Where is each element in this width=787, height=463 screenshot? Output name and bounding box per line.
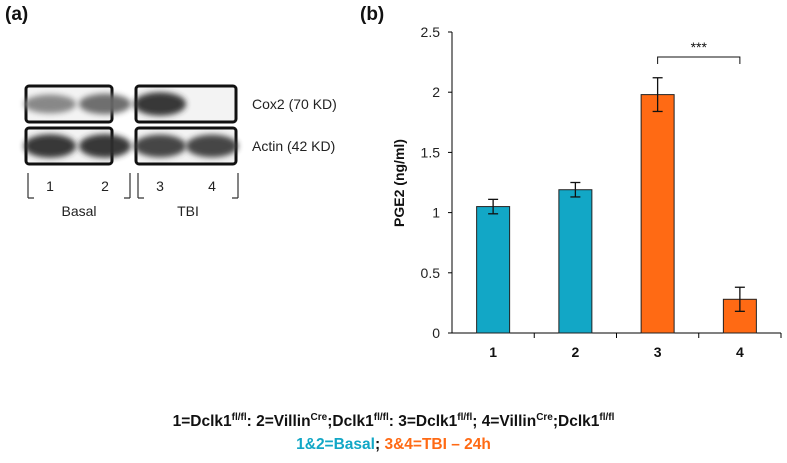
- line1-part: fl/fl: [231, 412, 247, 423]
- x-tick-label-2: 2: [571, 344, 579, 360]
- group-label: TBI: [177, 203, 199, 219]
- lane-label: 4: [208, 178, 216, 194]
- panel-a-label: (a): [5, 4, 29, 25]
- y-tick-label: 2: [432, 84, 440, 100]
- line1-part: : 3=Dclk1: [388, 413, 458, 431]
- group-bracket: [137, 173, 239, 199]
- lane-label: 2: [101, 178, 109, 194]
- band-label: Actin (42 KD): [252, 138, 335, 154]
- pge2-bar-chart: 0 0.5 1 1.5 2 2.5 PGE2 (ng/ml) 1 2 3 4 ***: [391, 24, 782, 360]
- bar-1: [476, 206, 511, 334]
- panel-b-label: (b): [360, 4, 385, 25]
- line1-part: fl/fl: [599, 412, 615, 423]
- bar-2: [558, 189, 593, 334]
- y-tick-label: 1: [432, 205, 440, 221]
- line1-part: ; 4=Villin: [472, 413, 537, 431]
- group-label: Basal: [61, 203, 96, 219]
- line2-part: ;: [374, 436, 385, 453]
- line1-part: fl/fl: [457, 412, 473, 423]
- band-0-lane-3: [134, 92, 186, 116]
- x-tick-label-3: 3: [654, 344, 662, 360]
- genotype-legend: 1=Dclk1fl/fl: 2=VillinCre;Dclk1fl/fl: 3=…: [0, 412, 787, 431]
- line2-part: 3&4=TBI – 24h: [384, 436, 491, 453]
- bar-3: [640, 94, 675, 334]
- band-0-lane-2: [79, 93, 131, 115]
- band-1-lane-1: [24, 134, 76, 158]
- y-tick-label: 0.5: [421, 265, 441, 281]
- x-tick-label-1: 1: [489, 344, 497, 360]
- significance-bracket: [657, 56, 741, 64]
- line1-part: ;Dclk1: [552, 413, 600, 431]
- significance-label: ***: [691, 39, 708, 55]
- line1-part: fl/fl: [373, 412, 389, 423]
- group-bracket: [27, 173, 131, 199]
- y-tick-label: 1.5: [421, 144, 441, 160]
- line2-part: 1&2=Basal: [296, 436, 375, 453]
- line1-part: Cre: [310, 412, 328, 423]
- line1-part: : 2=Villin: [246, 413, 311, 431]
- band-1-lane-4: [186, 134, 238, 158]
- western-blot: Cox2 (70 KD) Actin (42 KD) 1 2 3 4 Basal TBI: [24, 84, 337, 219]
- line1-part: ;Dclk1: [327, 413, 374, 431]
- band-1-lane-2: [79, 134, 131, 158]
- band-1-lane-3: [134, 134, 186, 158]
- y-axis-label: PGE2 (ng/ml): [391, 139, 407, 227]
- lane-label: 1: [46, 178, 54, 194]
- band-label: Cox2 (70 KD): [252, 96, 337, 112]
- y-tick-label: 0: [432, 325, 440, 341]
- band-0-lane-1: [24, 94, 76, 114]
- lane-label: 3: [156, 178, 164, 194]
- line1-part: Cre: [536, 412, 553, 423]
- group-legend: 1&2=Basal; 3&4=TBI – 24h: [0, 436, 787, 454]
- line1-part: 1=Dclk1: [172, 413, 232, 431]
- x-tick-label-4: 4: [736, 344, 744, 360]
- y-tick-label: 2.5: [421, 24, 441, 40]
